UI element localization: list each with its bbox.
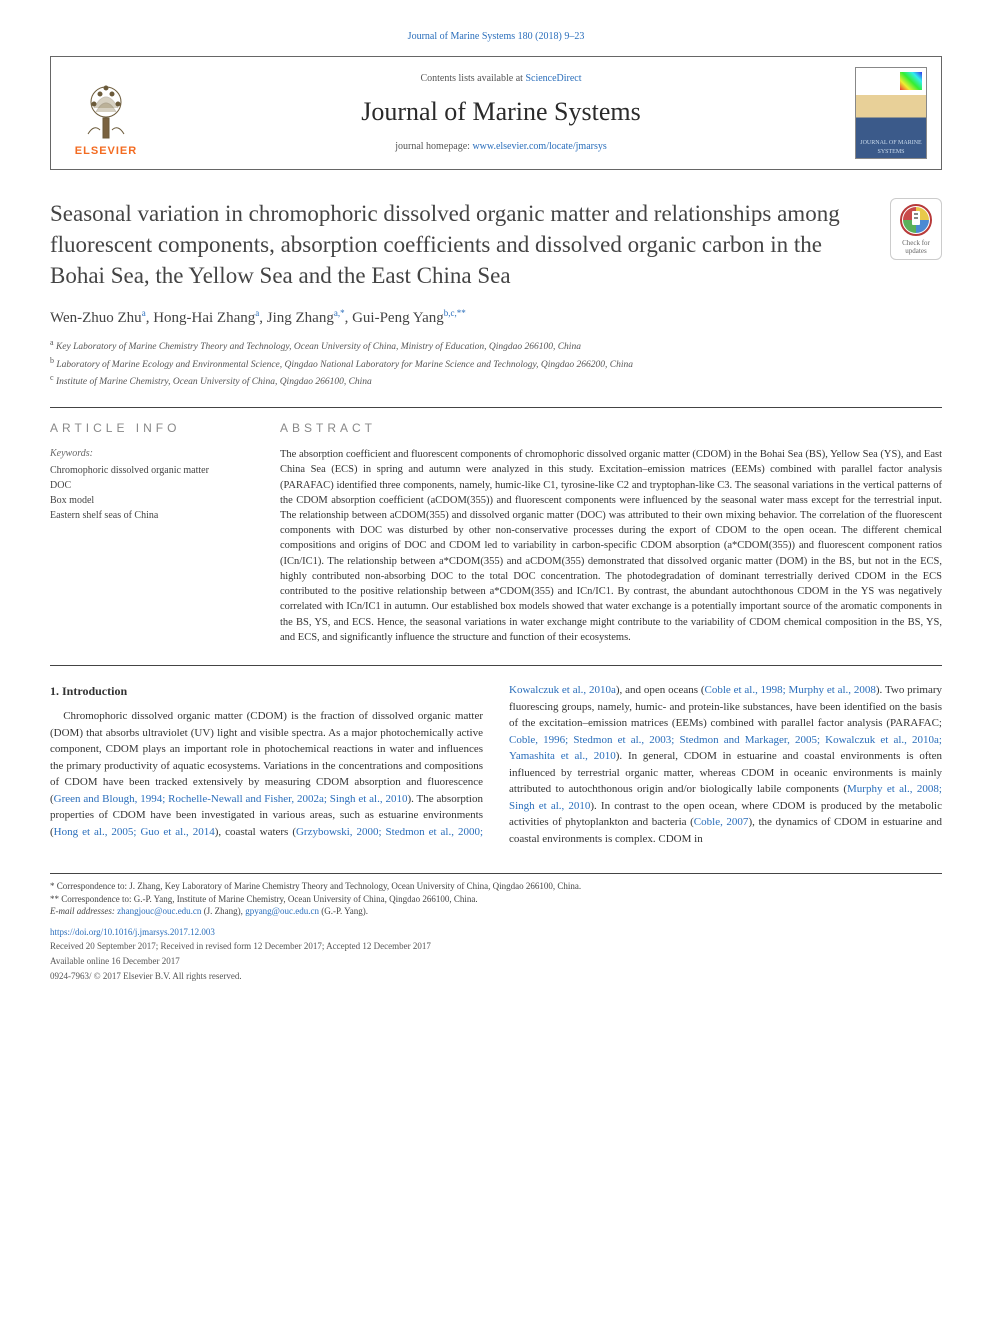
correspondence-note: ** Correspondence to: G.-P. Yang, Instit…	[50, 893, 942, 906]
email-label: E-mail addresses:	[50, 906, 117, 916]
section-heading-introduction: 1. Introduction	[50, 682, 483, 700]
affiliations: a Key Laboratory of Marine Chemistry The…	[50, 337, 942, 389]
journal-header: ELSEVIER Contents lists available at Sci…	[50, 56, 942, 170]
elsevier-logo: ELSEVIER	[65, 67, 147, 159]
homepage-prefix: journal homepage:	[395, 141, 472, 152]
email-who: (J. Zhang),	[201, 906, 245, 916]
email-link[interactable]: gpyang@ouc.edu.cn	[245, 906, 319, 916]
doi-link[interactable]: https://doi.org/10.1016/j.jmarsys.2017.1…	[50, 926, 942, 939]
journal-cover-thumbnail: JOURNAL OF MARINE SYSTEMS	[855, 67, 927, 159]
citation-link[interactable]: Coble, 2007	[694, 816, 749, 828]
journal-homepage-line: journal homepage: www.elsevier.com/locat…	[147, 140, 855, 154]
citation-link[interactable]: Green and Blough, 1994; Rochelle-Newall …	[54, 793, 408, 805]
abstract-text: The absorption coefficient and fluoresce…	[280, 447, 942, 645]
journal-cover-label: JOURNAL OF MARINE SYSTEMS	[856, 139, 926, 156]
abstract-heading: ABSTRACT	[280, 420, 942, 437]
journal-homepage-link[interactable]: www.elsevier.com/locate/jmarsys	[472, 141, 606, 152]
check-for-updates-label: Check for updates	[895, 240, 937, 255]
body-paragraph: Chromophoric dissolved organic matter (C…	[50, 682, 942, 847]
body-text: Chromophoric dissolved organic matter (C…	[50, 710, 483, 805]
divider	[50, 407, 942, 408]
keywords-list: Chromophoric dissolved organic matterDOC…	[50, 463, 250, 523]
citation-link[interactable]: Grzybowski, 2000; Stedmon et al., 2000;	[296, 826, 483, 838]
top-citation: Journal of Marine Systems 180 (2018) 9–2…	[50, 30, 942, 44]
citation-link[interactable]: Kowalczuk et al., 2010a	[509, 684, 616, 696]
journal-name: Journal of Marine Systems	[147, 94, 855, 130]
email-addresses: E-mail addresses: zhangjouc@ouc.edu.cn (…	[50, 905, 942, 918]
citation-link[interactable]: Coble et al., 1998; Murphy et al., 2008	[705, 684, 876, 696]
elsevier-wordmark: ELSEVIER	[75, 144, 137, 159]
email-link[interactable]: zhangjouc@ouc.edu.cn	[117, 906, 201, 916]
body-text: ), and open oceans (	[616, 684, 705, 696]
check-for-updates-badge[interactable]: Check for updates	[890, 198, 942, 260]
received-line: Received 20 September 2017; Received in …	[50, 940, 942, 953]
body-text: ), coastal waters (	[215, 826, 296, 838]
footnotes: * Correspondence to: J. Zhang, Key Labor…	[50, 873, 942, 982]
divider	[50, 665, 942, 666]
contents-lists-line: Contents lists available at ScienceDirec…	[147, 72, 855, 86]
available-online-line: Available online 16 December 2017	[50, 955, 942, 968]
correspondence-note: * Correspondence to: J. Zhang, Key Labor…	[50, 880, 942, 893]
issn-copyright-line: 0924-7963/ © 2017 Elsevier B.V. All righ…	[50, 970, 942, 983]
keywords-label: Keywords:	[50, 447, 250, 461]
sciencedirect-link[interactable]: ScienceDirect	[525, 73, 581, 84]
article-info-heading: ARTICLE INFO	[50, 420, 250, 437]
authors-line: Wen-Zhuo Zhua, Hong-Hai Zhanga, Jing Zha…	[50, 307, 942, 329]
crossmark-icon	[899, 203, 933, 237]
contents-prefix: Contents lists available at	[420, 73, 525, 84]
body-two-column: 1. Introduction Chromophoric dissolved o…	[50, 682, 942, 847]
elsevier-tree-icon	[74, 78, 138, 142]
article-title: Seasonal variation in chromophoric disso…	[50, 198, 870, 291]
email-who: (G.-P. Yang).	[319, 906, 368, 916]
citation-link[interactable]: Hong et al., 2005; Guo et al., 2014	[54, 826, 215, 838]
